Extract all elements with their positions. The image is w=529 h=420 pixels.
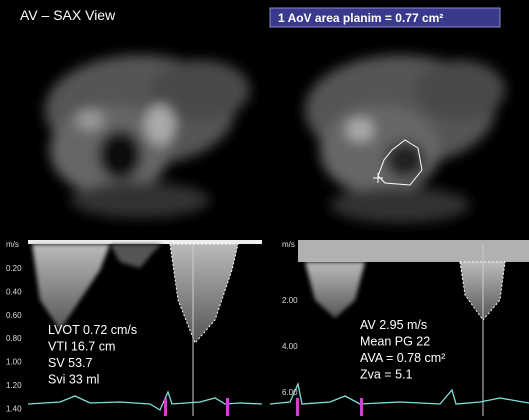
view-title: AV – SAX View <box>20 7 116 23</box>
doppler-right <box>269 240 529 416</box>
measurement-box <box>269 7 501 28</box>
measurement: Svi 33 ml <box>48 373 99 387</box>
scale-label: 2.00 <box>282 296 298 305</box>
planimetry-outline <box>377 139 423 186</box>
measurement: AVA = 0.78 cm² <box>360 351 445 365</box>
measurement: VTI 16.7 cm <box>48 340 115 354</box>
measurement: LVOT 0.72 cm/s <box>48 323 137 337</box>
scale-unit: m/s <box>282 240 295 249</box>
scale-label: 0.20 <box>6 264 22 273</box>
scale-label: 0.60 <box>6 311 22 320</box>
doppler-left <box>27 240 263 416</box>
echo-image-left <box>45 55 250 218</box>
measurement: Mean PG 22 <box>360 335 430 349</box>
cursor <box>373 173 383 183</box>
scale-label: 1.20 <box>6 381 22 390</box>
scale-label: 0.40 <box>6 287 22 296</box>
measurement: Zva = 5.1 <box>360 368 413 382</box>
scale-label: 0.80 <box>6 334 22 343</box>
scale-unit: m/s <box>6 240 19 249</box>
scale-label: 1.00 <box>6 358 22 367</box>
scale-label: 4.00 <box>282 342 298 351</box>
measurement-text: 1 AoV area planim = 0.77 cm² <box>278 11 443 25</box>
measurement: AV 2.95 m/s <box>360 318 427 332</box>
scale-label: 1.40 <box>6 404 22 413</box>
echo-image-right <box>305 55 505 223</box>
scale-label: 6.00 <box>282 388 298 397</box>
measurement: SV 53.7 <box>48 356 93 370</box>
